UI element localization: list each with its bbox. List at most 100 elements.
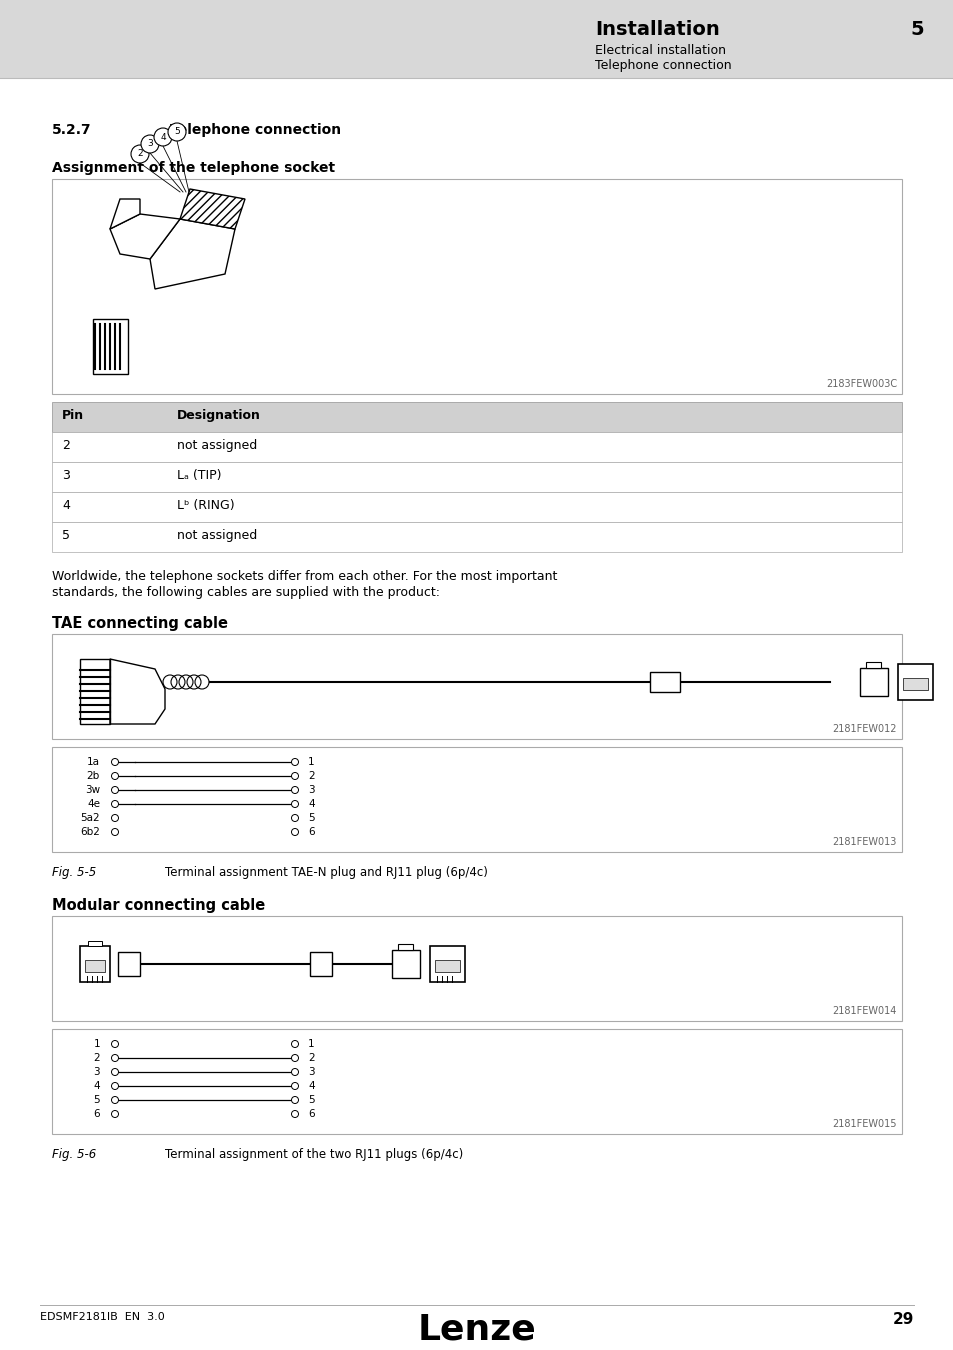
Text: 6: 6 — [93, 1108, 100, 1119]
Bar — [52, 180, 901, 394]
Text: not assigned: not assigned — [177, 439, 257, 452]
Text: 3: 3 — [147, 139, 152, 148]
Bar — [92, 319, 128, 374]
Circle shape — [112, 1083, 118, 1089]
Bar — [392, 950, 419, 977]
Text: 4: 4 — [160, 132, 166, 142]
Text: 3: 3 — [62, 468, 70, 482]
Circle shape — [292, 814, 298, 822]
Text: Terminal assignment TAE-N plug and RJ11 plug (6p/4c): Terminal assignment TAE-N plug and RJ11 … — [165, 865, 487, 879]
Bar — [865, 662, 880, 668]
Text: 6: 6 — [308, 828, 314, 837]
Text: EDSMF2181IB  EN  3.0: EDSMF2181IB EN 3.0 — [40, 1312, 165, 1322]
Circle shape — [292, 1083, 298, 1089]
Text: 2: 2 — [308, 771, 314, 782]
Text: 2181FEW014: 2181FEW014 — [832, 1006, 896, 1017]
Bar — [310, 952, 332, 976]
Text: Lᵇ (RING): Lᵇ (RING) — [177, 500, 234, 512]
Text: Electrical installation: Electrical installation — [595, 45, 725, 57]
Bar — [430, 946, 464, 981]
Circle shape — [112, 1054, 118, 1061]
Text: Terminal assignment of the two RJ11 plugs (6p/4c): Terminal assignment of the two RJ11 plug… — [165, 1148, 463, 1161]
Text: 4: 4 — [308, 1081, 314, 1091]
Text: Lₐ (TIP): Lₐ (TIP) — [177, 468, 221, 482]
Bar — [118, 952, 140, 976]
Text: 1: 1 — [93, 1040, 100, 1049]
Circle shape — [112, 1111, 118, 1118]
Circle shape — [112, 814, 118, 822]
Polygon shape — [150, 219, 234, 289]
Text: 1: 1 — [308, 1040, 314, 1049]
Bar — [649, 672, 679, 693]
Text: 2: 2 — [62, 439, 70, 452]
Bar — [52, 634, 901, 738]
Text: 2183FEW003C: 2183FEW003C — [825, 379, 896, 389]
Bar — [902, 678, 927, 690]
Text: 2: 2 — [308, 1053, 314, 1062]
Text: Modular connecting cable: Modular connecting cable — [52, 898, 265, 913]
Bar — [52, 1029, 901, 1134]
Circle shape — [112, 759, 118, 765]
Bar — [52, 917, 901, 1021]
Circle shape — [168, 123, 186, 140]
Bar — [85, 960, 105, 972]
Text: Fig. 5-6: Fig. 5-6 — [52, 1148, 96, 1161]
Circle shape — [112, 1068, 118, 1076]
Bar — [88, 941, 102, 946]
Text: 3: 3 — [308, 1066, 314, 1077]
Text: 2b: 2b — [87, 771, 100, 782]
Text: 5: 5 — [62, 529, 70, 541]
Circle shape — [292, 1096, 298, 1103]
Text: standards, the following cables are supplied with the product:: standards, the following cables are supp… — [52, 586, 439, 599]
Text: 5: 5 — [174, 127, 180, 136]
Text: 4: 4 — [308, 799, 314, 809]
Text: 4: 4 — [62, 500, 70, 512]
Text: 2181FEW015: 2181FEW015 — [832, 1119, 896, 1129]
Text: 5.2.7: 5.2.7 — [52, 123, 91, 136]
Text: 3: 3 — [93, 1066, 100, 1077]
Bar — [52, 432, 901, 462]
Circle shape — [292, 1054, 298, 1061]
Circle shape — [141, 135, 159, 153]
Polygon shape — [110, 198, 140, 230]
Polygon shape — [180, 189, 245, 230]
Bar — [897, 664, 932, 701]
Circle shape — [292, 1068, 298, 1076]
Circle shape — [112, 1041, 118, 1048]
Circle shape — [292, 787, 298, 794]
Circle shape — [112, 772, 118, 779]
Text: 3: 3 — [308, 784, 314, 795]
Circle shape — [292, 829, 298, 836]
Text: 6: 6 — [308, 1108, 314, 1119]
Bar — [397, 944, 413, 950]
Text: Telephone connection: Telephone connection — [170, 123, 341, 136]
Text: Assignment of the telephone socket: Assignment of the telephone socket — [52, 161, 335, 176]
Text: 1: 1 — [308, 757, 314, 767]
Text: 3w: 3w — [85, 784, 100, 795]
Polygon shape — [110, 215, 180, 259]
Circle shape — [112, 829, 118, 836]
Polygon shape — [110, 659, 165, 724]
Bar — [80, 659, 110, 724]
Text: 5: 5 — [909, 20, 923, 39]
Bar — [52, 522, 901, 552]
Text: 2181FEW012: 2181FEW012 — [832, 724, 896, 734]
Circle shape — [292, 1111, 298, 1118]
Text: 1a: 1a — [87, 757, 100, 767]
Text: Fig. 5-5: Fig. 5-5 — [52, 865, 96, 879]
Text: 29: 29 — [892, 1312, 913, 1327]
Circle shape — [292, 801, 298, 807]
Circle shape — [292, 1041, 298, 1048]
Circle shape — [112, 801, 118, 807]
Circle shape — [131, 144, 149, 163]
Circle shape — [112, 1096, 118, 1103]
Text: 2: 2 — [93, 1053, 100, 1062]
Circle shape — [112, 787, 118, 794]
Text: Pin: Pin — [62, 409, 84, 423]
Text: 4e: 4e — [87, 799, 100, 809]
Text: not assigned: not assigned — [177, 529, 257, 541]
Text: Lenze: Lenze — [417, 1312, 536, 1346]
Text: 5a2: 5a2 — [80, 813, 100, 823]
Circle shape — [292, 772, 298, 779]
Circle shape — [292, 759, 298, 765]
